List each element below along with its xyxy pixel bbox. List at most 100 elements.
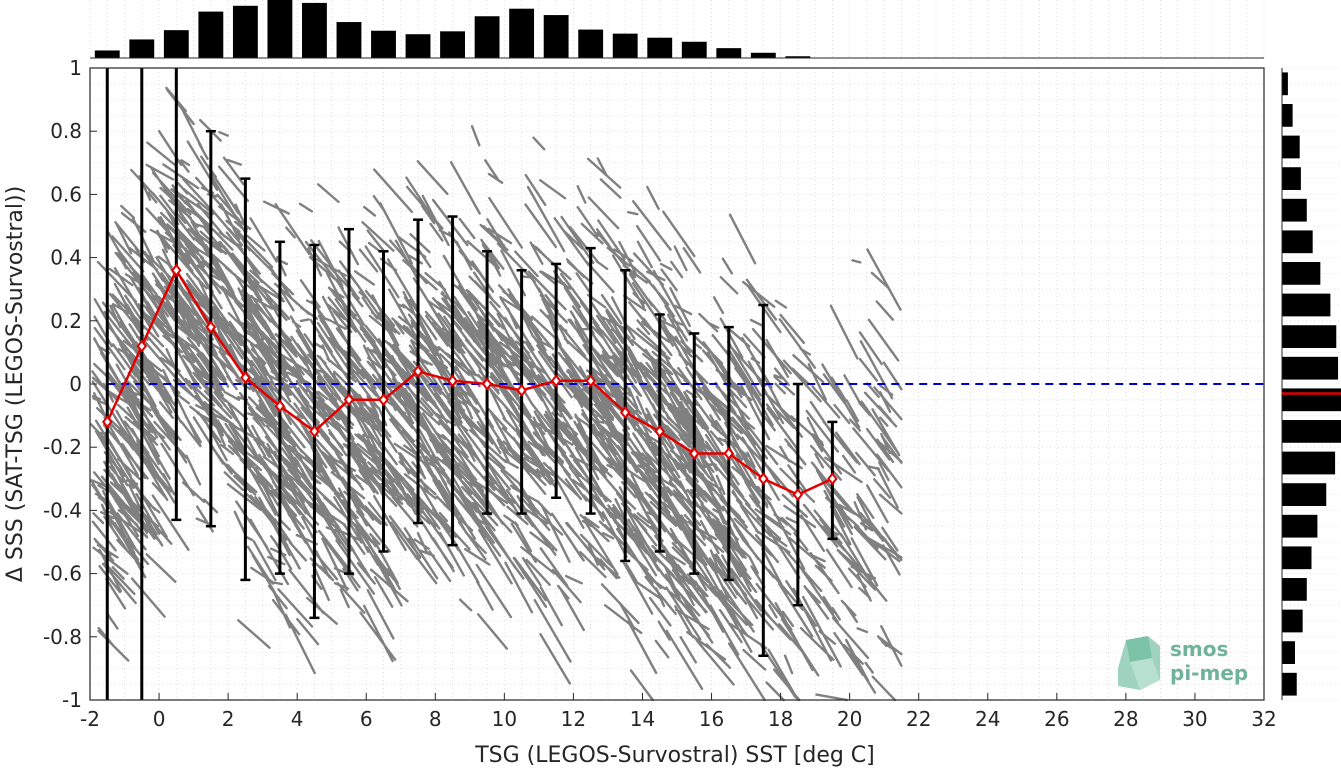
right-hist-bar	[1282, 420, 1341, 443]
top-hist-bar	[681, 41, 707, 58]
top-hist-bar	[302, 2, 327, 58]
mean-point	[827, 472, 838, 486]
top-hist-bar	[198, 11, 224, 59]
x-tick-label: 22	[906, 707, 931, 731]
top-hist-bar	[785, 56, 811, 58]
mean-point	[481, 377, 493, 391]
mean-point	[274, 399, 286, 413]
right-hist-bar	[1282, 262, 1321, 285]
mean-point	[378, 393, 389, 407]
mean-point	[550, 374, 562, 388]
x-axis-ticks: -2 0 2 4 6 8 10 12 14 16 18 20 22 24 26 28 30 32	[80, 693, 1277, 731]
mean-point	[619, 405, 631, 420]
right-hist-bar	[1282, 167, 1301, 190]
right-hist-bar	[1282, 451, 1336, 475]
top-hist-bar	[371, 30, 396, 58]
x-tick-label: 18	[768, 707, 793, 731]
right-hist-bar	[1282, 104, 1293, 127]
x-tick-label: 28	[1113, 707, 1138, 731]
right-histogram	[1281, 67, 1341, 701]
x-axis-label: TSG (LEGOS-Survostral) SST [deg C]	[474, 743, 875, 768]
logo-text-pimep: pi-mep	[1170, 661, 1248, 685]
right-hist-bar	[1282, 641, 1295, 664]
mean-line	[101, 263, 838, 502]
mean-point	[585, 374, 596, 388]
right-hist-bar	[1282, 514, 1318, 538]
y-tick-label: 0.4	[50, 246, 82, 270]
right-hist-bar	[1282, 325, 1337, 348]
x-tick-label: 12	[561, 707, 586, 731]
right-hist-bar	[1282, 72, 1288, 96]
mean-series-line	[106, 267, 833, 496]
right-hist-bar	[1282, 388, 1341, 412]
x-tick-label: 10	[492, 707, 517, 731]
top-histogram	[89, 0, 1265, 59]
y-tick-label: -0.6	[43, 562, 82, 586]
top-hist-bar	[612, 33, 638, 58]
x-tick-label: 0	[153, 707, 166, 731]
right-hist-bar	[1282, 546, 1312, 570]
mean-point	[516, 383, 527, 397]
x-tick-label: 6	[360, 707, 373, 731]
y-tick-label: -0.8	[43, 625, 82, 649]
top-hist-bar	[163, 30, 189, 58]
y-tick-label: -0.4	[43, 498, 82, 522]
right-hist-bar	[1282, 135, 1300, 159]
logo-mark-icon	[1118, 636, 1160, 690]
mean-point	[723, 446, 735, 461]
mean-point	[205, 320, 217, 334]
mean-point	[171, 263, 182, 277]
top-hist-bar	[405, 34, 431, 58]
right-hist-bar	[1282, 609, 1303, 633]
x-tick-label: 2	[222, 707, 235, 731]
top-hist-bar	[647, 37, 673, 58]
x-tick-label: 32	[1251, 707, 1276, 731]
y-tick-label: -0.2	[43, 435, 82, 459]
y-tick-label: 1	[69, 56, 82, 80]
top-hist-bar	[716, 48, 742, 58]
right-hist-bar	[1282, 483, 1327, 506]
y-tick-label: 0.6	[50, 182, 82, 206]
top-hist-bar	[440, 31, 465, 58]
logo-text-smos: smos	[1170, 637, 1228, 661]
mean-point	[447, 374, 458, 388]
mean-point	[654, 424, 666, 439]
mean-point	[792, 487, 804, 502]
top-hist-bar	[129, 39, 155, 58]
right-hist-bar	[1282, 672, 1297, 696]
y-tick-label: 0.8	[50, 119, 82, 143]
top-hist-bar	[474, 16, 500, 59]
mean-point	[758, 472, 769, 486]
y-axis-label: Δ SSS (SAT-TSG (LEGOS-Survostral))	[3, 186, 28, 582]
top-hist-bar	[94, 50, 120, 58]
right-hist-bar	[1282, 356, 1339, 380]
y-tick-label: 0	[69, 372, 82, 396]
right-hist-bar	[1282, 198, 1307, 222]
mean-point	[240, 371, 251, 385]
mean-point	[343, 393, 355, 407]
top-hist-bar	[232, 5, 258, 59]
mean-point	[412, 364, 424, 378]
x-tick-label: 8	[429, 707, 442, 731]
x-tick-label: -2	[80, 707, 100, 731]
right-hist-bar	[1282, 578, 1307, 601]
top-hist-bar	[336, 22, 362, 58]
mean-point	[688, 446, 700, 461]
top-hist-bar	[509, 8, 535, 58]
top-hist-bar	[543, 15, 569, 58]
mean-point	[309, 424, 320, 439]
x-tick-label: 26	[1044, 707, 1069, 731]
x-tick-label: 4	[291, 707, 304, 731]
x-tick-label: 16	[699, 707, 724, 731]
y-tick-label: -1	[62, 688, 82, 712]
smos-pimep-logo: smos pi-mep	[1118, 636, 1248, 690]
right-hist-bar	[1282, 230, 1313, 254]
x-tick-label: 24	[975, 707, 1000, 731]
x-tick-label: 14	[630, 707, 655, 731]
top-hist-bar	[750, 52, 776, 58]
right-hist-bar	[1282, 293, 1331, 317]
top-hist-bar	[267, 0, 293, 58]
x-tick-label: 20	[837, 707, 862, 731]
mean-point	[101, 415, 113, 429]
